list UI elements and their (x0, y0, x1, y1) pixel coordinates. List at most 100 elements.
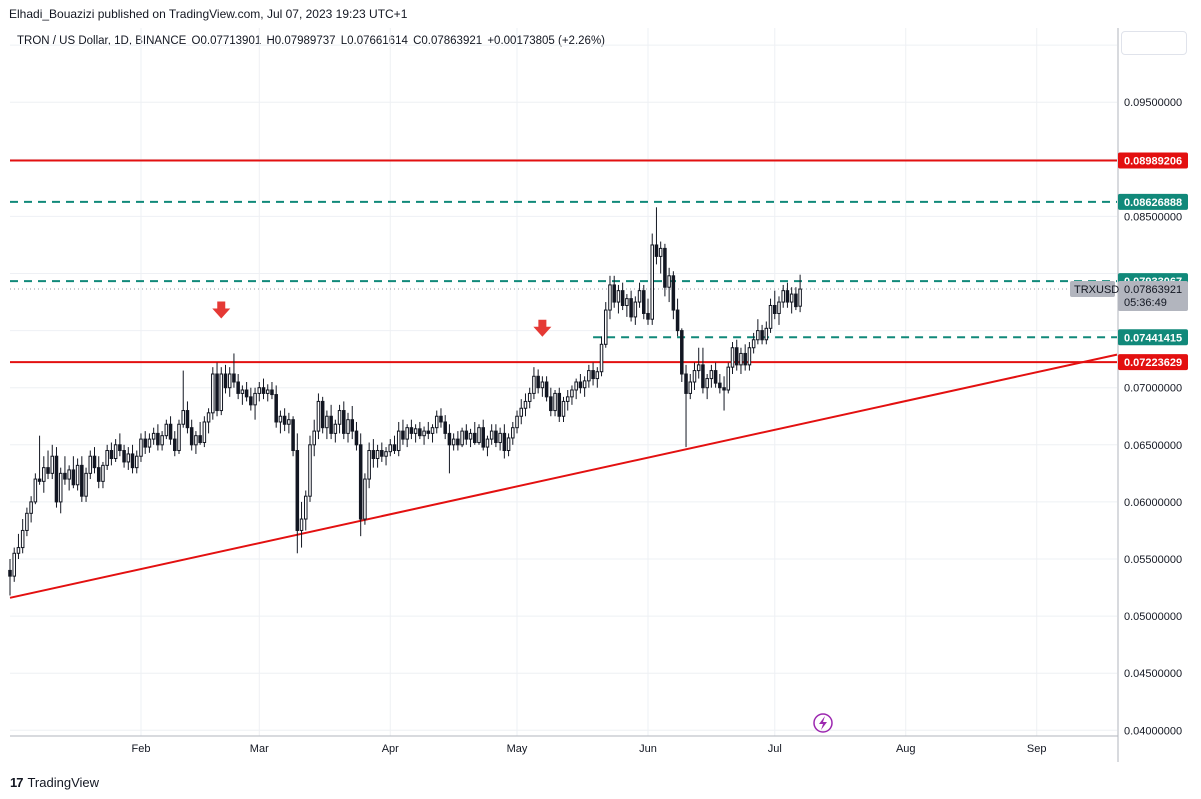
candle-body (240, 389, 245, 394)
candle-body (134, 455, 139, 469)
time-tick-label: Apr (382, 743, 399, 755)
candle-body (489, 430, 494, 440)
candle-body (485, 438, 490, 448)
candle-body (540, 381, 545, 389)
candle-body (684, 373, 688, 394)
candle-body (151, 432, 156, 440)
candle-body (595, 371, 600, 380)
candle-body (722, 387, 726, 391)
price-tick-label: 0.04500000 (1124, 668, 1182, 680)
candle-body (198, 435, 202, 444)
candle-body (130, 453, 135, 469)
lightning-bolt-icon (819, 716, 827, 730)
candle-body (303, 495, 308, 520)
candle-body (63, 472, 67, 480)
candle-body (388, 444, 393, 453)
candle-body (211, 373, 215, 414)
candle-body (287, 419, 291, 425)
level-price-label: 0.07223629 (1124, 357, 1182, 369)
candle-body (215, 373, 219, 412)
candle-body (54, 455, 59, 503)
price-tick-label: 0.06000000 (1124, 497, 1182, 509)
tradingview-brand: TradingView (27, 774, 100, 790)
tradingview-logo[interactable]: 17 TradingView (10, 773, 99, 791)
candle-body (206, 412, 211, 423)
candle-body (219, 373, 224, 412)
candle-body (785, 290, 790, 303)
level-price-label-bg (1118, 152, 1188, 169)
candle-body (772, 304, 777, 314)
candle-body (523, 400, 528, 409)
price-tick-label: 0.08500000 (1124, 211, 1182, 223)
candle-body (384, 451, 388, 457)
candle-body (358, 444, 363, 520)
candle-body (8, 569, 12, 577)
candle-body (244, 389, 249, 398)
ohlc-high: H0.07989737 (266, 35, 336, 47)
candle-body (105, 450, 109, 466)
candle-body (553, 392, 557, 412)
candle-body (84, 472, 88, 497)
candle-body (671, 275, 676, 311)
candle-body (160, 435, 164, 446)
candle-body (261, 387, 266, 394)
candle-body (591, 370, 595, 380)
price-scale-button[interactable] (1121, 31, 1187, 55)
candle-body (582, 380, 587, 389)
price-tick-label: 0.05000000 (1124, 611, 1182, 623)
candle-body (747, 347, 752, 366)
candle-body (578, 381, 583, 389)
candle-body (409, 427, 414, 434)
candle-body (367, 450, 371, 480)
candle-body (371, 450, 376, 460)
candle-body (612, 284, 616, 303)
candle-body (156, 432, 160, 446)
candle-body (468, 432, 473, 440)
candle-body (608, 284, 612, 311)
candle-body (232, 373, 236, 383)
time-tick-label: Sep (1027, 743, 1047, 755)
candle-body (278, 415, 283, 423)
level-price-label-bg (1118, 329, 1188, 346)
candle-body (308, 444, 312, 497)
tradingview-logo-icon: 17 (10, 774, 24, 790)
candle-body (392, 444, 397, 452)
candle-body (498, 432, 502, 444)
candle-body (798, 288, 802, 307)
candle-body (202, 421, 207, 444)
candle-body (532, 375, 536, 394)
candle-body (257, 387, 262, 394)
price-tick-label: 0.04000000 (1124, 725, 1182, 737)
candle-body (139, 438, 143, 457)
candle-body (443, 421, 447, 434)
candle-body (603, 309, 608, 345)
candle-body (236, 381, 240, 394)
candle-body (705, 378, 709, 389)
candle-body (781, 290, 785, 303)
price-tick-label: 0.05500000 (1124, 554, 1182, 566)
candle-body (426, 430, 431, 434)
candle-body (168, 423, 173, 440)
candle-body (709, 370, 714, 380)
candle-body (481, 427, 485, 448)
candle-body (37, 478, 42, 482)
last-price-label: 0.07863921 (1124, 284, 1182, 296)
trendline (9, 353, 1118, 599)
candle-body (565, 396, 570, 402)
candle-body (96, 467, 101, 482)
candle-body (434, 415, 439, 429)
candle-body (447, 432, 452, 446)
candle-body (456, 438, 460, 446)
candle-body (599, 343, 604, 373)
candle-body (642, 290, 646, 314)
candle-body (692, 370, 697, 383)
candle-body (25, 512, 29, 531)
candle-body (58, 472, 63, 503)
bar-countdown: 05:36:49 (1124, 297, 1167, 309)
candle-body (418, 428, 422, 437)
candle-body (337, 410, 342, 425)
symbol-name: TRON / US Dollar, 1D, BINANCE (17, 35, 187, 47)
candle-body (67, 469, 71, 480)
time-tick-label: Jul (768, 743, 782, 755)
